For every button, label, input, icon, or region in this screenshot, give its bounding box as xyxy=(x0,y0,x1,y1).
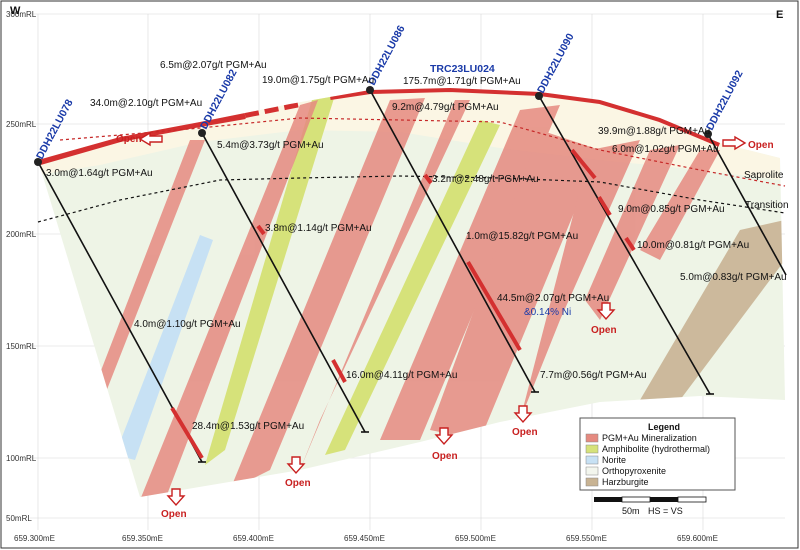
intercept-label: 3.2m@2.48g/t PGM+Au xyxy=(432,174,539,185)
intercept-label: 10.0m@0.81g/t PGM+Au xyxy=(637,240,749,251)
easting-label-4: 659.450mE xyxy=(344,534,385,543)
intercept-label: 5.0m@0.83g/t PGM+Au xyxy=(680,272,787,283)
legend-item-amphibolite: Amphibolite (hydrothermal) xyxy=(602,444,710,454)
scale-length-label: 50m xyxy=(622,506,640,516)
drillhole-label-trc024: TRC23LU024 xyxy=(430,63,495,75)
intercept-label: 6.5m@2.07g/t PGM+Au xyxy=(160,60,267,71)
intercept-label: 28.4m@1.53g/t PGM+Au xyxy=(192,421,304,432)
legend-item-orthopyroxenite: Orthopyroxenite xyxy=(602,466,666,476)
legend-swatch-pgm xyxy=(585,433,599,443)
open-label: Open xyxy=(591,325,617,336)
open-arrows xyxy=(138,131,747,507)
open-label: Open xyxy=(512,427,538,438)
intercept-label: 7.7m@0.56g/t PGM+Au xyxy=(540,370,647,381)
intercept-label: 1.0m@15.82g/t PGM+Au xyxy=(466,231,578,242)
geology-units xyxy=(38,88,785,497)
elev-label-150: 150mRL xyxy=(6,342,37,351)
intercept-label: 19.0m@1.75g/t PGM+Au xyxy=(262,75,374,86)
easting-label-7: 659.600mE xyxy=(677,534,718,543)
elev-label-300: 300mRL xyxy=(6,10,37,19)
intercept-label: 44.5m@2.07g/t PGM+Au xyxy=(497,293,609,304)
legend-title: Legend xyxy=(648,422,680,432)
harzburgite-unit xyxy=(640,220,785,400)
saprolite-label: Saprolite xyxy=(744,170,784,181)
west-label: W xyxy=(10,5,21,17)
legend-item-norite: Norite xyxy=(602,455,626,465)
intercept-label: 16.0m@4.11g/t PGM+Au xyxy=(346,370,457,381)
amphibolite-unit xyxy=(205,95,335,465)
easting-label-6: 659.550mE xyxy=(566,534,607,543)
east-label: E xyxy=(776,9,783,21)
intercept-segments xyxy=(170,148,636,460)
legend-swatch-harzburgite xyxy=(585,477,599,487)
easting-label-1: 659.300mE xyxy=(14,534,55,543)
intercept-label: 175.7m@1.71g/t PGM+Au xyxy=(403,76,521,87)
intercept-label: 4.0m@1.10g/t PGM+Au xyxy=(134,319,241,330)
open-label: Open xyxy=(285,478,311,489)
intercept-label: 39.9m@1.88g/t PGM+Au xyxy=(598,126,710,137)
open-label: Open xyxy=(161,509,187,520)
intercept-label: 3.0m@1.64g/t PGM+Au xyxy=(46,168,153,179)
elev-label-200: 200mRL xyxy=(6,230,37,239)
scale-note: HS = VS xyxy=(648,506,683,516)
elev-label-100: 100mRL xyxy=(6,454,37,463)
intercept-label: 34.0m@2.10g/t PGM+Au xyxy=(90,98,202,109)
legend-swatch-amphibolite xyxy=(585,444,599,454)
intercept-label: 6.0m@1.02g/t PGM+Au xyxy=(612,144,719,155)
open-label: Open xyxy=(748,140,774,151)
easting-label-2: 659.350mE xyxy=(122,534,163,543)
scale-bar: 50m HS = VS xyxy=(594,496,707,516)
intercept-label: 9.2m@4.79g/t PGM+Au xyxy=(392,102,499,113)
intercept-label: 5.4m@3.73g/t PGM+Au xyxy=(217,140,324,151)
legend-item-pgm: PGM+Au Mineralization xyxy=(602,433,697,443)
transition-label: Transition xyxy=(745,200,789,211)
transition-boundary xyxy=(37,175,786,223)
norite-unit xyxy=(115,235,213,460)
intercept-labels: 6.5m@2.07g/t PGM+Au 19.0m@1.75g/t PGM+Au… xyxy=(46,60,787,432)
open-label: Open xyxy=(116,134,142,145)
nickel-grade-note: &0.14% Ni xyxy=(524,307,571,318)
saprolite-boundary xyxy=(59,117,786,187)
drillhole-collars xyxy=(34,86,712,166)
easting-label-5: 659.500mE xyxy=(455,534,496,543)
open-label: Open xyxy=(432,451,458,462)
intercept-label: 3.8m@1.14g/t PGM+Au xyxy=(265,223,372,234)
easting-label-3: 659.400mE xyxy=(233,534,274,543)
legend: Legend PGM+Au Mineralization Amphibolite… xyxy=(579,417,736,491)
elev-label-250: 250mRL xyxy=(6,120,37,129)
drillhole-traces xyxy=(37,89,787,463)
legend-item-harzburgite: Harzburgite xyxy=(602,477,649,487)
amphibolite-unit-2 xyxy=(325,120,500,455)
surface-mineralization xyxy=(38,111,246,165)
intercept-label: 9.0m@0.85g/t PGM+Au xyxy=(618,204,725,215)
legend-swatch-norite xyxy=(585,455,599,465)
elev-label-50: 50mRL xyxy=(6,514,32,523)
legend-swatch-orthopyroxenite xyxy=(585,466,599,476)
